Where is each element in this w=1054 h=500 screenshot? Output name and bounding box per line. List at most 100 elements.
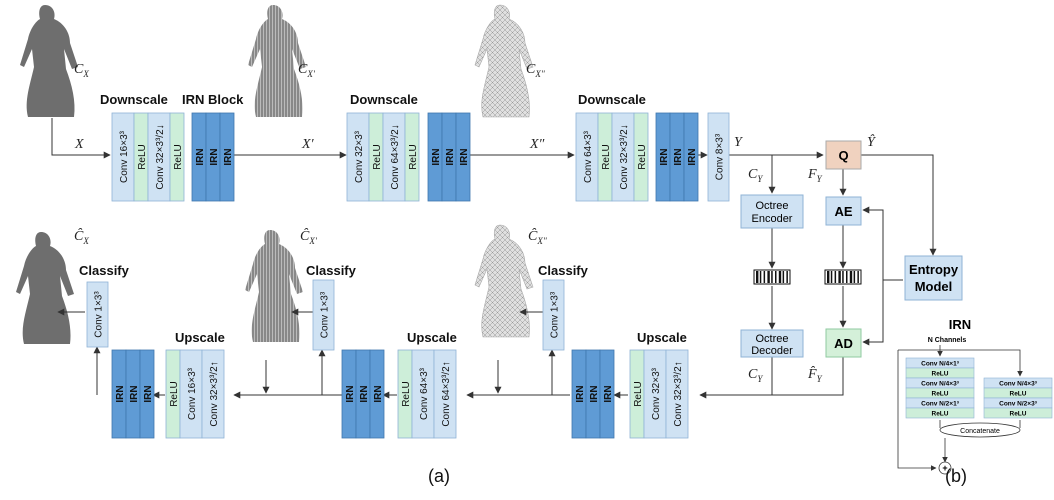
dec1-layer-0-label: ReLU — [633, 381, 644, 407]
dec3-layer-0-label: ReLU — [169, 381, 180, 407]
enc1-irn-1: IRN — [205, 112, 221, 202]
dec2-layer-0: ReLU — [397, 349, 413, 439]
enc1-irn-0-label: IRN — [195, 148, 206, 165]
octree-bitstream — [753, 269, 791, 285]
label-cx1: CX' — [298, 62, 316, 79]
enc3-irn-1-label: IRN — [673, 148, 684, 165]
feature-bitstream — [824, 269, 862, 285]
dec2-irn-2-box — [369, 349, 385, 439]
octree-bitstream-bar — [756, 271, 759, 283]
arithmetic-encoder-box — [825, 196, 862, 226]
octree-bitstream-bar — [759, 271, 762, 283]
dec3-layer-0: ReLU — [165, 349, 181, 439]
enc1-irn-2-box — [219, 112, 235, 202]
enc2-irn-0: IRN — [427, 112, 443, 202]
irn-right-3-label: ReLU — [1010, 411, 1027, 418]
label-fy: FY — [807, 167, 823, 184]
heading-classify-2: Classify — [306, 263, 357, 278]
dec2-layer-0-label: ReLU — [401, 381, 412, 407]
label-y: Y — [734, 135, 744, 150]
concatenate-label: Concatenate — [960, 428, 1000, 435]
point-cloud-reconstructed-3 — [474, 224, 534, 338]
sum-node — [938, 461, 952, 475]
octree-decoder-label-1: Octree — [755, 333, 788, 345]
irn-left-2-label: Conv N/4×3³ — [921, 381, 960, 388]
enc3-irn-2-box — [683, 112, 699, 202]
octree-decoder-box — [740, 329, 804, 358]
irn-left-4-label: Conv N/2×1³ — [921, 401, 960, 408]
dec2-irn-2: IRN — [369, 349, 385, 439]
dec2-layer-1-label: Conv 64×3³ — [419, 367, 430, 420]
enc1-irn-0: IRN — [191, 112, 207, 202]
octree-encoder-label-1: Octree — [755, 200, 788, 212]
arithmetic-encoder-label: AE — [834, 204, 852, 219]
entropy-model-label-1: Entropy — [909, 262, 959, 277]
enc2-layer-3: ReLU — [404, 112, 420, 202]
dec1-irn-1: IRN — [585, 349, 601, 439]
dec3-irn-0-label: IRN — [115, 385, 126, 402]
heading-upscale-2: Upscale — [407, 330, 457, 345]
label-cy-out: CY — [748, 367, 763, 384]
dec3-irn-1-label: IRN — [129, 385, 140, 402]
entropy-model-box — [904, 255, 963, 301]
irn-right-column: Conv N/4×3³ ReLU Conv N/2×3³ ReLU — [983, 377, 1053, 419]
label-chat-x1: ĈX' — [300, 227, 318, 246]
concatenate-node — [939, 422, 1021, 438]
irn-right-2-label: Conv N/2×3³ — [999, 401, 1038, 408]
point-cloud-downscaled-2 — [474, 4, 534, 118]
feature-bitstream-bar — [857, 271, 859, 283]
label-chat-x2: ĈX'' — [528, 227, 548, 246]
enc-final-conv-label: Conv 8×3³ — [715, 133, 726, 180]
enc1-layer-3-label: ReLU — [173, 144, 184, 170]
dec1-layer-1: Conv 32×3³ — [643, 349, 667, 439]
enc2-layer-3-box — [404, 112, 420, 202]
dec3-irn-2-box — [139, 349, 155, 439]
enc3-irn-2: IRN — [683, 112, 699, 202]
dec2-layer-2: Conv 64×3³/2↑ — [433, 349, 457, 439]
dec1-classify-conv-box — [542, 279, 565, 351]
enc1-layer-2: Conv 32×3³/2↓ — [147, 112, 171, 202]
enc3-irn-2-label: IRN — [687, 148, 698, 165]
enc3-irn-0-label: IRN — [659, 148, 670, 165]
dec2-irn-0: IRN — [341, 349, 357, 439]
octree-bitstream-bar — [775, 271, 777, 283]
enc1-layer-0: Conv 16×3³ — [111, 112, 135, 202]
label-x: X — [74, 137, 84, 152]
heading-downscale-2: Downscale — [350, 92, 418, 107]
feature-bitstream-bar — [846, 271, 848, 283]
dec1-layer-2: Conv 32×3³/2↑ — [665, 349, 689, 439]
point-cloud-input — [20, 5, 78, 117]
enc3-layer-3: ReLU — [633, 112, 649, 202]
figure-label-b: (b) — [945, 466, 967, 486]
irn-left-1-label: ReLU — [932, 371, 949, 378]
dec2-classify-conv: Conv 1×3³ — [312, 279, 335, 351]
enc3-irn-1: IRN — [669, 112, 685, 202]
enc3-layer-2-label: Conv 32×3³/2↓ — [619, 124, 630, 189]
entropy-coding: Q AE AD Entropy Model Octree Encoder Oct… — [740, 140, 963, 358]
enc2-layer-1-label: ReLU — [372, 144, 383, 170]
irn-panel-title: IRN — [949, 317, 971, 332]
irn-right-3-box — [983, 407, 1053, 419]
irn-right-1-label: ReLU — [1010, 391, 1027, 398]
dec2-classify-conv-box — [312, 279, 335, 351]
enc1-irn-2-label: IRN — [223, 148, 234, 165]
irn-panel-lines — [897, 345, 1023, 471]
enc2-irn-2-box — [455, 112, 471, 202]
octree-encoder-label-2: Encoder — [752, 213, 793, 225]
feature-bitstream-bar — [849, 271, 853, 283]
dec3-layer-2-label: Conv 32×3³/2↑ — [209, 361, 220, 426]
enc2-layer-2: Conv 64×3³/2↓ — [382, 112, 406, 202]
dec1-layer-2-label: Conv 32×3³/2↑ — [673, 361, 684, 426]
heading-downscale-1: Downscale — [100, 92, 168, 107]
feature-bitstream-bar — [830, 271, 833, 283]
octree-bitstream-bar — [767, 271, 770, 283]
bitstreams — [753, 269, 862, 285]
label-yhat: Ŷ — [867, 133, 877, 150]
dec1-irn-2: IRN — [599, 349, 615, 439]
enc-final-conv-box — [707, 112, 730, 202]
dec2-layer-2-label: Conv 64×3³/2↑ — [441, 361, 452, 426]
enc2-irn-2-label: IRN — [459, 148, 470, 165]
dec1-layer-2-box — [665, 349, 689, 439]
